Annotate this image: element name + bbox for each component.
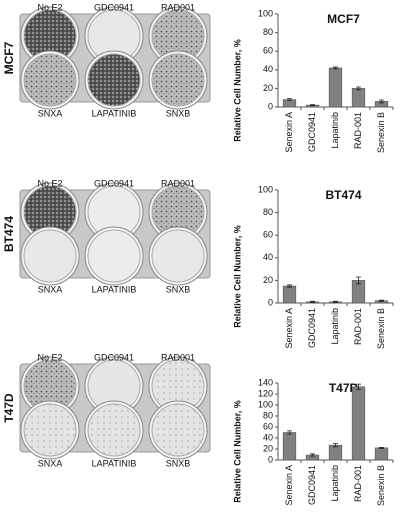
y-tick-label: 100 [258, 184, 273, 194]
y-tick-label: 40 [263, 432, 273, 442]
well-label: SNXA [38, 284, 63, 294]
well-label: LAPATINIB [92, 108, 137, 118]
x-tick-label: Senexin B [376, 112, 386, 153]
error-bar [356, 276, 361, 285]
well-label: No E2 [37, 178, 62, 188]
y-tick-label: 100 [258, 399, 273, 409]
y-tick-label: 20 [263, 83, 273, 93]
well-label: SNXA [38, 458, 63, 468]
well-label: GDC0941 [94, 178, 134, 188]
x-tick-label: Senexin A [284, 465, 294, 506]
chart-title: MCF7 [327, 12, 360, 26]
well-label: No E2 [37, 2, 62, 12]
well-label: RAD001 [161, 352, 195, 362]
error-bar [333, 443, 338, 448]
y-tick-label: 140 [258, 377, 273, 387]
well-label: No E2 [37, 352, 62, 362]
error-bar [356, 383, 361, 390]
bar [374, 447, 389, 461]
y-axis-label: Relative Cell Number, % [232, 400, 242, 503]
x-tick-label: RAD-001 [353, 465, 363, 502]
y-tick-label: 20 [263, 275, 273, 285]
x-tick-label: Lapatinib [330, 308, 340, 345]
cell-line-label: T47D [2, 393, 16, 423]
x-tick-label: GDC0941 [307, 112, 317, 152]
error-bar [379, 99, 384, 104]
y-tick-label: 80 [263, 27, 273, 37]
y-tick-label: 40 [263, 64, 273, 74]
x-tick-label: Senexin A [284, 308, 294, 349]
x-tick-label: RAD-001 [353, 308, 363, 345]
x-tick-label: RAD-001 [353, 112, 363, 149]
well [23, 403, 77, 457]
well [23, 229, 77, 283]
y-tick-label: 0 [268, 297, 273, 307]
well [23, 53, 77, 107]
x-tick-label: Lapatinib [330, 112, 340, 149]
well-label: SNXB [166, 108, 191, 118]
cell-line-label: MCF7 [2, 41, 16, 74]
well-label: SNXB [166, 458, 191, 468]
x-tick-label: Senexin B [376, 308, 386, 349]
well [87, 229, 141, 283]
y-tick-label: 60 [263, 46, 273, 56]
error-bar [287, 284, 292, 288]
well-label: GDC0941 [94, 2, 134, 12]
well-label: SNXB [166, 284, 191, 294]
well [87, 403, 141, 457]
y-tick-label: 120 [258, 388, 273, 398]
bar [328, 444, 343, 461]
y-tick-label: 20 [263, 443, 273, 453]
bar [328, 67, 343, 108]
well [151, 53, 205, 107]
y-tick-label: 80 [263, 410, 273, 420]
error-bar [310, 104, 315, 107]
cell-line-label: BT474 [2, 216, 16, 252]
error-bar [379, 446, 384, 449]
error-bar [287, 430, 292, 435]
x-tick-label: GDC0941 [307, 465, 317, 505]
well-label: LAPATINIB [92, 284, 137, 294]
x-tick-label: GDC0941 [307, 308, 317, 348]
well-label: LAPATINIB [92, 458, 137, 468]
chart-title: BT474 [325, 188, 361, 202]
bar [351, 88, 366, 108]
error-bar [333, 66, 338, 70]
well-label: RAD001 [161, 178, 195, 188]
x-tick-label: Senexin B [376, 465, 386, 506]
y-axis-label: Relative Cell Number, % [232, 39, 242, 142]
y-tick-label: 0 [268, 101, 273, 111]
y-axis-label: Relative Cell Number, % [232, 225, 242, 328]
error-bar [310, 453, 315, 457]
bar [282, 432, 297, 461]
error-bar [287, 98, 292, 101]
well [87, 53, 141, 107]
y-tick-label: 0 [268, 454, 273, 464]
x-tick-label: Senexin A [284, 112, 294, 153]
error-bar [379, 299, 384, 302]
error-bar [356, 86, 361, 91]
well-label: RAD001 [161, 2, 195, 12]
chart-title: T47D [329, 381, 359, 395]
y-tick-label: 60 [263, 230, 273, 240]
y-tick-label: 60 [263, 421, 273, 431]
x-tick-label: Lapatinib [330, 465, 340, 502]
y-tick-label: 100 [258, 8, 273, 18]
y-tick-label: 40 [263, 252, 273, 262]
well-label: SNXA [38, 108, 63, 118]
well [151, 229, 205, 283]
well [151, 403, 205, 457]
bar [351, 386, 366, 461]
bar [282, 285, 297, 304]
y-tick-label: 80 [263, 207, 273, 217]
error-bar [310, 300, 315, 303]
well-label: GDC0941 [94, 352, 134, 362]
error-bar [333, 300, 338, 303]
